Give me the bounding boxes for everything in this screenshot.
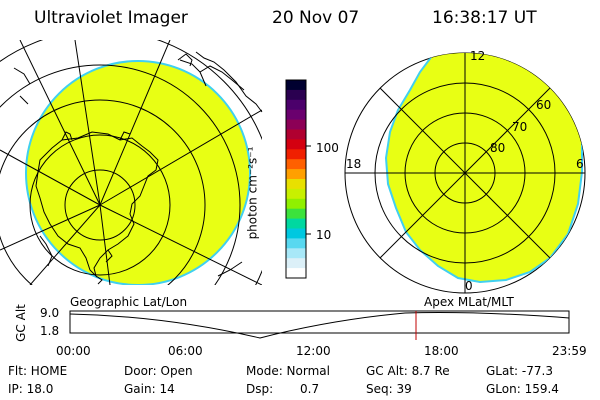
mlt-label-0: 0 (465, 279, 473, 293)
colorbar-segment (286, 238, 306, 249)
outer-coastline-ne (177, 51, 263, 113)
header-date: 20 Nov 07 (272, 8, 360, 28)
colorbar-segment (286, 228, 306, 239)
colorbar-tick-10: 10 (316, 228, 332, 242)
right-magnetic-map (344, 52, 586, 294)
colorbar-tick-100: 100 (316, 141, 339, 155)
colorbar-segment (286, 149, 306, 160)
info-seq: Seq: 39 (366, 382, 412, 396)
colorbar-segment (286, 169, 306, 180)
colorbar-segment (286, 188, 306, 200)
outer-coastline (39, 59, 245, 277)
colorbar-segment (286, 208, 306, 220)
colorbar-segment (286, 159, 306, 170)
info-ip: IP: 18.0 (8, 382, 54, 396)
altitude-xtick-3: 18:00 (424, 344, 459, 358)
altitude-xtick-1: 06:00 (168, 344, 203, 358)
colorbar-segment (286, 268, 306, 279)
mlt-label-18: 18 (346, 157, 362, 171)
altitude-xtick-4: 23:59 (552, 344, 587, 358)
colorbar-segment (286, 119, 306, 131)
altitude-plot-frame (69, 310, 570, 334)
altitude-ytick-bottom: 1.8 (40, 324, 60, 338)
colorbar (285, 79, 311, 279)
colorbar-segment (286, 258, 306, 269)
right-mlt-lines (345, 53, 585, 293)
colorbar-frame (285, 79, 307, 279)
colorbar-segment (286, 248, 306, 259)
altitude-ylabel: GC Alt (13, 304, 28, 342)
colorbar-segment (286, 139, 306, 150)
header-time: 16:38:17 UT (432, 8, 537, 28)
altitude-xtick-0: 00:00 (56, 344, 91, 358)
info-gc-alt: GC Alt: 8.7 Re (366, 364, 450, 378)
info-mode: Mode: Normal (246, 364, 330, 378)
outer-coastline-nw (13, 67, 31, 105)
info-glon: GLon: 159.4 (486, 382, 559, 396)
info-door: Door: Open (124, 364, 193, 378)
colorbar-segment (286, 99, 306, 111)
info-glat: GLat: -77.3 (486, 364, 553, 378)
left-geographic-map (0, 40, 262, 285)
colorbar-segment (286, 109, 306, 121)
colorbar-segment (286, 129, 306, 140)
info-gain: Gain: 14 (124, 382, 175, 396)
mlat-label-80: 80 (490, 141, 506, 155)
right-panel-label: Apex MLat/MLT (424, 295, 514, 309)
antarctica-coastline (35, 131, 159, 278)
colorbar-segment (286, 80, 306, 91)
left-panel-label: Geographic Lat/Lon (70, 295, 188, 309)
coast-detail (61, 131, 131, 285)
altitude-plot (69, 310, 570, 340)
colorbar-segment (286, 218, 306, 230)
left-image-disk (25, 60, 251, 285)
colorbar-segment (286, 179, 306, 190)
mlat-label-70: 70 (512, 120, 528, 134)
altitude-ytick-top: 9.0 (40, 306, 60, 320)
altitude-xtick-2: 12:00 (296, 344, 331, 358)
colorbar-segment (286, 198, 306, 210)
altitude-curve (69, 312, 570, 339)
info-filter: Flt: HOME (8, 364, 68, 378)
left-longitude-lines (0, 40, 262, 285)
info-dsp-value: 0.7 (300, 382, 320, 396)
mlat-label-60: 60 (536, 98, 552, 112)
mlt-label-6: 6 (576, 157, 584, 171)
colorbar-unit-label: photon cm⁻²s⁻¹ (245, 146, 260, 240)
colorbar-segment (286, 89, 306, 101)
mlt-label-12: 12 (470, 49, 486, 63)
left-latitude-circles (0, 40, 262, 285)
info-dsp-label: Dsp: (246, 382, 274, 396)
page-title: Ultraviolet Imager (34, 8, 188, 28)
